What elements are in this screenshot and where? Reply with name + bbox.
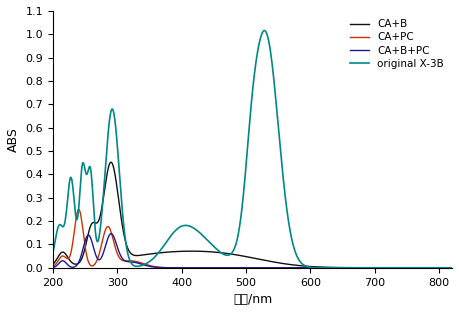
Legend: CA+B, CA+PC, CA+B+PC, original X-3B: CA+B, CA+PC, CA+B+PC, original X-3B: [347, 16, 447, 72]
X-axis label: 波长/nm: 波长/nm: [233, 293, 272, 306]
Line: CA+PC: CA+PC: [53, 209, 452, 268]
Line: original X-3B: original X-3B: [53, 31, 452, 268]
CA+PC: [364, 266, 370, 270]
CA+PC: [449, 266, 455, 270]
CA+B: [245, 255, 250, 259]
original X-3B: [50, 251, 56, 254]
original X-3B: [234, 240, 239, 244]
CA+B+PC: [108, 232, 114, 235]
CA+PC: [71, 237, 76, 240]
CA+B: [71, 262, 76, 265]
original X-3B: [364, 266, 370, 270]
CA+B+PC: [71, 265, 76, 269]
CA+PC: [438, 266, 443, 270]
CA+B+PC: [50, 266, 56, 269]
CA+B: [108, 160, 114, 164]
CA+B: [50, 262, 56, 266]
CA+PC: [76, 208, 82, 211]
original X-3B: [244, 152, 250, 156]
Y-axis label: ABS: ABS: [7, 127, 20, 152]
CA+B: [438, 266, 443, 270]
original X-3B: [438, 266, 443, 270]
CA+B: [364, 266, 370, 269]
CA+PC: [438, 266, 443, 270]
CA+B+PC: [438, 266, 443, 270]
original X-3B: [71, 190, 76, 194]
original X-3B: [449, 266, 455, 270]
CA+PC: [234, 266, 240, 270]
CA+B: [438, 266, 443, 270]
CA+B+PC: [449, 266, 455, 270]
Line: CA+B+PC: CA+B+PC: [53, 233, 452, 268]
CA+B+PC: [245, 266, 250, 270]
CA+PC: [50, 265, 56, 269]
original X-3B: [262, 29, 267, 33]
original X-3B: [438, 266, 443, 270]
CA+B+PC: [234, 266, 240, 270]
CA+B+PC: [364, 266, 370, 270]
CA+PC: [245, 266, 250, 270]
CA+B: [234, 253, 240, 257]
CA+B+PC: [438, 266, 443, 270]
Line: CA+B: CA+B: [53, 162, 452, 268]
CA+B: [449, 266, 455, 270]
